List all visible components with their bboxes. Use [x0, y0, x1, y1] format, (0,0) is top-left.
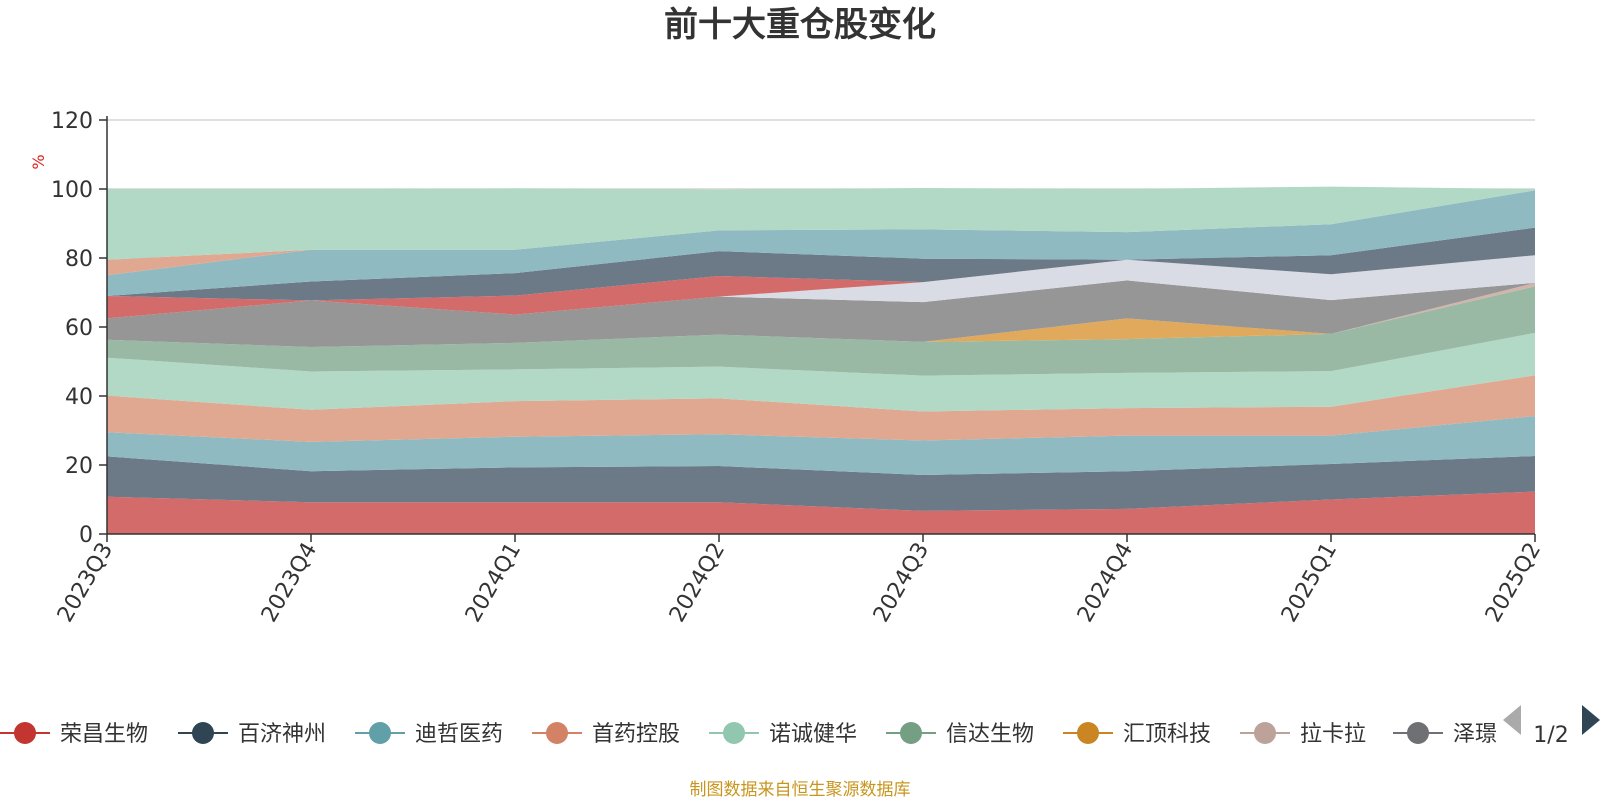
area-series-12	[107, 227, 1535, 301]
area-series-10	[107, 255, 1535, 319]
legend-label: 拉卡拉	[1300, 722, 1366, 747]
y-tick-label: 20	[65, 454, 93, 479]
y-tick-label: 120	[51, 109, 93, 134]
legend-item[interactable]: 首药控股	[532, 722, 680, 747]
area-series-1	[107, 491, 1535, 534]
legend-label: 诺诚健华	[769, 722, 857, 747]
legend-item[interactable]: 泽璟	[1393, 722, 1497, 747]
x-tick-label: 2023Q3	[53, 539, 118, 627]
x-tick-label: 2024Q2	[665, 539, 730, 627]
area-series-11	[107, 255, 1535, 319]
y-tick-label: 100	[51, 178, 93, 203]
legend-marker	[723, 722, 745, 744]
legend-label: 百济神州	[238, 722, 326, 747]
area-series-3	[107, 416, 1535, 476]
stacked-areas	[107, 186, 1535, 534]
y-axis-ticks: 0 20 40 60 80 100 120	[51, 109, 107, 548]
x-axis-ticks: 2023Q3 2023Q4 2024Q1 2024Q2 2024Q3 2024Q4 2025…	[53, 534, 1546, 627]
legend-marker	[192, 722, 214, 744]
y-tick-label: 0	[79, 523, 93, 548]
legend-item[interactable]: 百济神州	[178, 722, 326, 747]
legend-label: 泽璟	[1453, 722, 1497, 747]
area-series-5	[107, 332, 1535, 412]
x-tick-label: 2025Q1	[1277, 539, 1342, 627]
legend-label: 荣昌生物	[60, 722, 148, 747]
legend-item[interactable]: 荣昌生物	[0, 722, 148, 747]
area-series-13	[107, 190, 1535, 296]
x-tick-label: 2025Q2	[1481, 539, 1546, 627]
legend-label: 信达生物	[946, 722, 1034, 747]
y-axis-unit: %	[29, 154, 48, 169]
legend-marker	[14, 722, 36, 744]
legend: 荣昌生物 百济神州 迪哲医药 首药控股 诺诚健华 信达生物 汇顶科技 拉卡拉 泽璟	[0, 722, 1497, 747]
legend-prev-icon[interactable]	[1503, 705, 1521, 735]
source-note: 制图数据来自恒生聚源数据库	[690, 780, 911, 800]
legend-item[interactable]: 信达生物	[886, 722, 1034, 747]
x-tick-label: 2024Q1	[461, 539, 526, 627]
area-series-7	[107, 286, 1535, 348]
legend-marker	[369, 722, 391, 744]
legend-next-icon[interactable]	[1582, 705, 1600, 735]
legend-marker	[546, 722, 568, 744]
legend-item[interactable]: 拉卡拉	[1240, 722, 1366, 747]
legend-marker	[1254, 722, 1276, 744]
legend-marker	[1407, 722, 1429, 744]
legend-page-indicator: 1/2	[1533, 723, 1568, 748]
area-series-6	[107, 286, 1535, 376]
legend-marker	[1077, 722, 1099, 744]
y-tick-label: 60	[65, 316, 93, 341]
x-tick-label: 2023Q4	[257, 539, 322, 627]
legend-item[interactable]: 汇顶科技	[1063, 722, 1211, 747]
area-series-2	[107, 456, 1535, 511]
area-series-4	[107, 375, 1535, 442]
x-tick-label: 2024Q3	[869, 539, 934, 627]
y-tick-label: 80	[65, 247, 93, 272]
y-tick-label: 40	[65, 385, 93, 410]
legend-label: 迪哲医药	[415, 722, 503, 747]
legend-pager: 1/2	[1503, 705, 1600, 748]
legend-marker	[900, 722, 922, 744]
chart-title: 前十大重仓股变化	[664, 5, 936, 45]
legend-item[interactable]: 迪哲医药	[355, 722, 503, 747]
area-series-15	[107, 186, 1535, 260]
legend-item[interactable]: 诺诚健华	[709, 722, 857, 747]
x-tick-label: 2024Q4	[1073, 539, 1138, 627]
legend-label: 汇顶科技	[1123, 722, 1211, 747]
area-series-9	[107, 280, 1535, 348]
legend-label: 首药控股	[592, 722, 680, 747]
